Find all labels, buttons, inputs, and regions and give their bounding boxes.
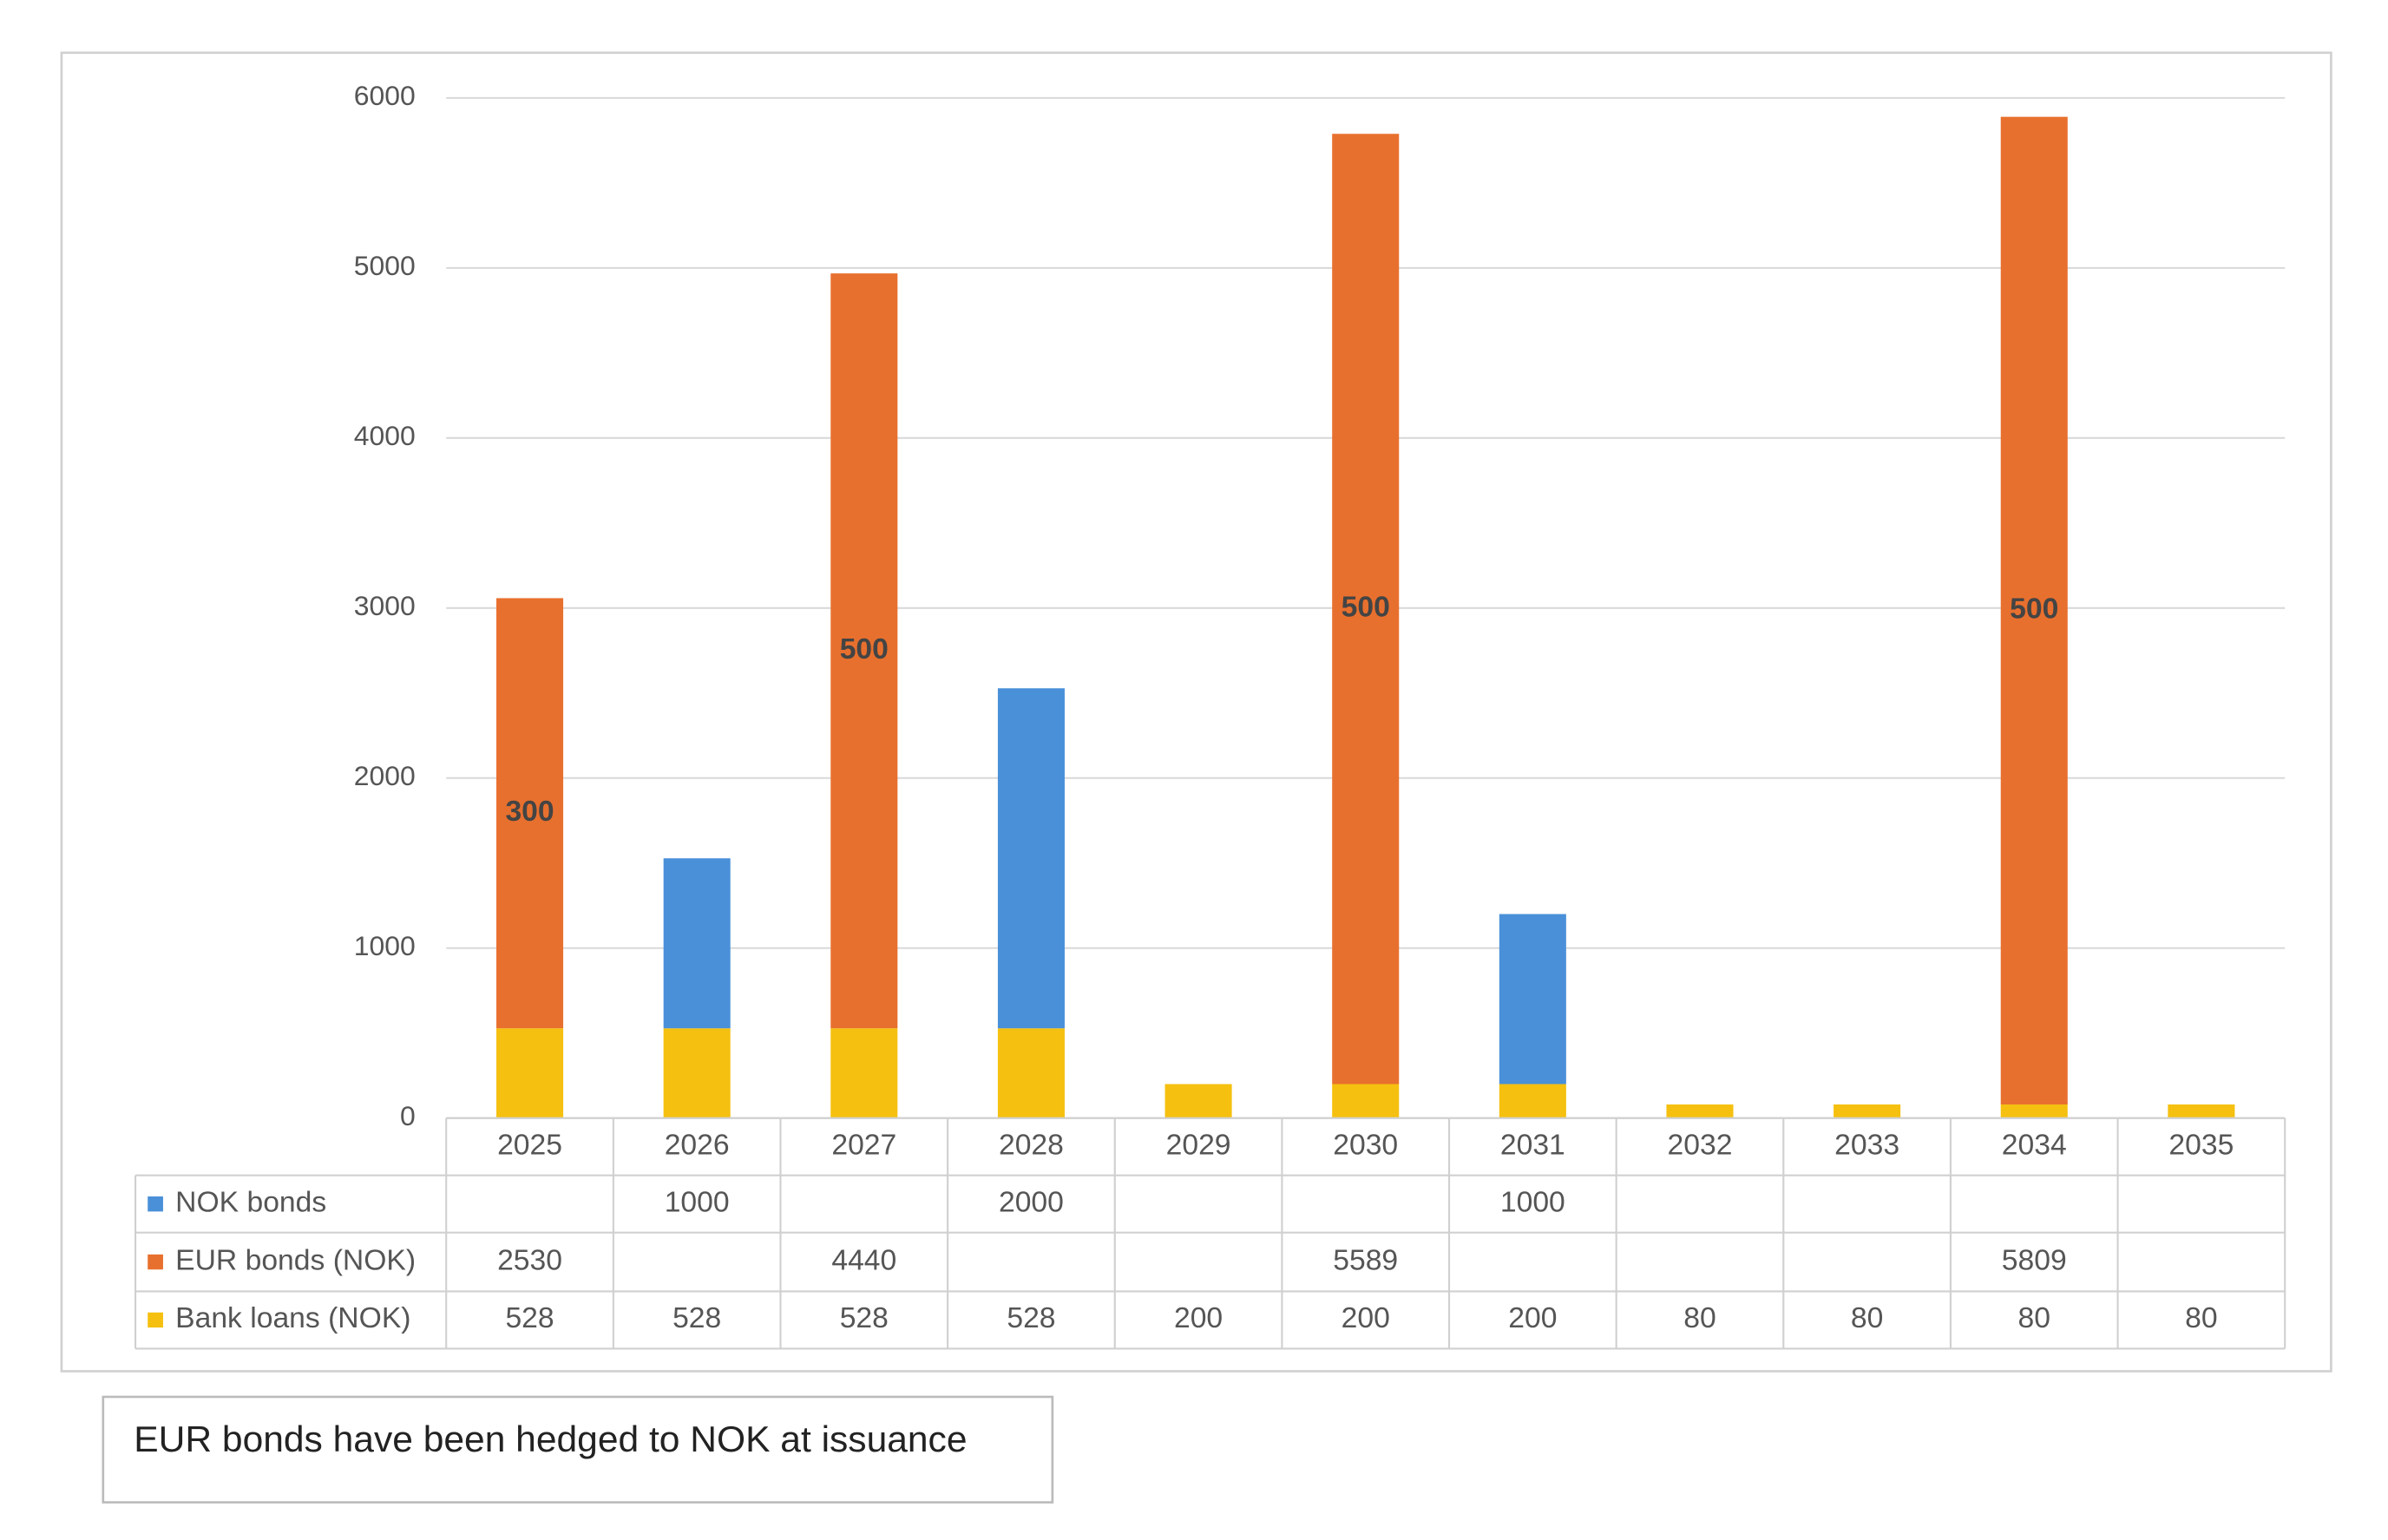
legend-swatch <box>148 1312 163 1328</box>
table-value: 528 <box>1007 1302 1055 1334</box>
note-box <box>102 1395 1054 1504</box>
y-tick-label: 2000 <box>354 760 416 791</box>
x-tick-label: 2029 <box>1166 1130 1231 1162</box>
bar-segment <box>1332 134 1400 1085</box>
x-tick-label: 2031 <box>1500 1130 1565 1162</box>
x-tick-label: 2033 <box>1834 1130 1899 1162</box>
x-tick-label: 2026 <box>665 1130 730 1162</box>
bar-segment <box>1834 1104 1901 1118</box>
bar-segment <box>496 1028 564 1118</box>
table-value: 80 <box>2185 1302 2217 1334</box>
y-tick-label: 1000 <box>354 930 416 961</box>
bar-segment <box>1499 914 1566 1085</box>
table-value: 1000 <box>1500 1187 1565 1219</box>
x-tick-label: 2027 <box>831 1130 896 1162</box>
note: EUR bonds have been hedged to NOK at iss… <box>134 1419 967 1460</box>
table-value: 5809 <box>2002 1245 2067 1277</box>
bar-segment <box>1666 1104 1734 1118</box>
x-tick-label: 2034 <box>2002 1130 2067 1162</box>
table-value: 5589 <box>1333 1245 1398 1277</box>
bar-segment <box>2168 1104 2235 1118</box>
table-value: 1000 <box>665 1187 730 1219</box>
table-value: 2000 <box>999 1187 1064 1219</box>
table-value: 80 <box>1851 1302 1883 1334</box>
table-value: 528 <box>505 1302 554 1334</box>
table-value: 200 <box>1174 1302 1223 1334</box>
legend-label: NOK bonds <box>175 1187 326 1219</box>
bar-segment <box>1164 1084 1232 1118</box>
data-label: 500 <box>2010 593 2058 626</box>
table-value: 80 <box>1683 1302 1716 1334</box>
x-tick-label: 2025 <box>497 1130 562 1162</box>
bar-segment <box>2000 116 2068 1105</box>
bar-segment <box>997 1028 1065 1118</box>
bar-segment <box>830 1028 898 1118</box>
table-value: 2530 <box>497 1245 562 1277</box>
bar-segment <box>496 598 564 1029</box>
bar-segment <box>663 1028 731 1118</box>
table-value: 80 <box>2018 1302 2050 1334</box>
y-tick-label: 3000 <box>354 590 416 621</box>
x-tick-label: 2030 <box>1333 1130 1398 1162</box>
table-value: 528 <box>840 1302 889 1334</box>
y-tick-label: 5000 <box>354 250 416 281</box>
table-value: 200 <box>1342 1302 1390 1334</box>
table-value: 528 <box>672 1302 721 1334</box>
x-tick-label: 2032 <box>1668 1130 1733 1162</box>
data-label: 500 <box>1342 592 1390 624</box>
bar-segment <box>997 688 1065 1029</box>
chart-frame <box>60 51 2332 1373</box>
y-tick-label: 6000 <box>354 80 416 111</box>
bar-segment <box>1499 1084 1566 1118</box>
legend-swatch <box>148 1254 163 1270</box>
bar-segment <box>1332 1084 1400 1118</box>
legend-swatch <box>148 1196 163 1212</box>
legend-label: EUR bonds (NOK) <box>175 1245 416 1277</box>
table-value: 200 <box>1508 1302 1557 1334</box>
bar-segment <box>2000 1104 2068 1118</box>
data-label: 500 <box>840 633 889 665</box>
data-label: 300 <box>505 796 554 828</box>
bar-segment <box>830 273 898 1029</box>
y-tick-label: 4000 <box>354 420 416 451</box>
y-tick-label: 0 <box>400 1100 416 1131</box>
x-tick-label: 2028 <box>999 1130 1064 1162</box>
bar-segment <box>663 858 731 1029</box>
table-value: 4440 <box>831 1245 896 1277</box>
legend-label: Bank loans (NOK) <box>175 1302 410 1334</box>
x-tick-label: 2035 <box>2168 1130 2234 1162</box>
